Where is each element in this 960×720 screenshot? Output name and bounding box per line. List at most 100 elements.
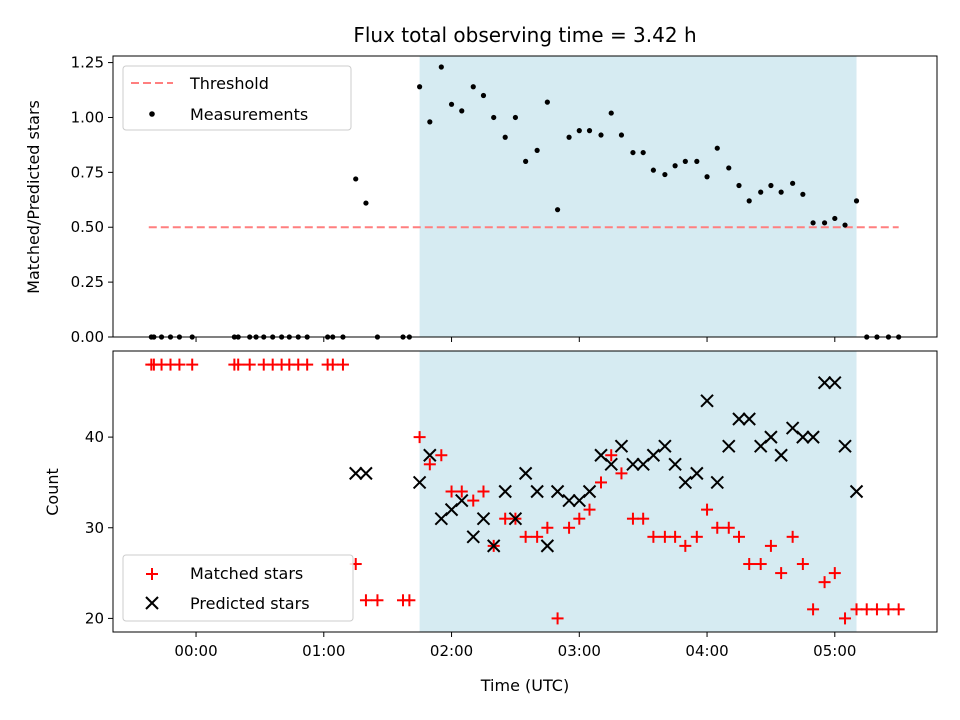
matched-star-point [413, 431, 426, 444]
x-axis-label: Time (UTC) [480, 676, 569, 695]
matched-star-point [882, 603, 895, 616]
bottom-points [145, 358, 905, 625]
y-tick-label: 40 [85, 428, 104, 446]
matched-star-point [807, 603, 820, 616]
predicted-star-point [530, 484, 544, 499]
matched-star-point [701, 503, 714, 516]
measurement-point [821, 220, 828, 226]
measurement-point [736, 182, 742, 189]
y-tick-label: 20 [85, 609, 104, 627]
matched-star-point [658, 530, 671, 543]
measurement-point [768, 182, 774, 189]
legend-matched-swatch [146, 568, 158, 580]
matched-star-point [743, 558, 756, 571]
legend-threshold-label: Threshold [189, 74, 269, 93]
measurement-point [363, 200, 369, 206]
predicted-star-point [540, 539, 555, 553]
measurement-point [704, 174, 710, 180]
predicted-star-point [690, 466, 704, 481]
matched-star-point [722, 521, 735, 534]
predicted-star-point [700, 394, 714, 408]
y-tick-label: 30 [85, 519, 104, 537]
legend-measurements-label: Measurements [190, 105, 308, 124]
bottom-legend: Matched stars Predicted stars [122, 554, 354, 622]
predicted-star-point [455, 493, 469, 508]
matched-star-point [626, 512, 639, 525]
top-y-axis-label: Matched/Predicted stars [24, 100, 43, 294]
measurement-point [662, 171, 668, 178]
predicted-star-point [668, 457, 682, 472]
measurement-point [353, 176, 359, 182]
measurement-point [714, 145, 720, 151]
matched-star-point [186, 358, 199, 371]
matched-star-point [828, 567, 841, 580]
matched-star-point [690, 530, 703, 543]
predicted-star-point [466, 530, 480, 544]
x-tick-label: 03:00 [558, 642, 601, 660]
predicted-star-point [359, 466, 373, 481]
matched-star-point [839, 612, 852, 625]
predicted-star-point [849, 484, 864, 499]
measurement-point [726, 165, 732, 171]
matched-star-point [563, 521, 576, 534]
top-y-ticks: 0.00 0.25 0.50 0.75 1.00 1.25 [71, 54, 113, 346]
y-tick-label: 1.00 [71, 108, 104, 126]
predicted-star-point [498, 484, 512, 499]
top-x-ticks [195, 337, 836, 342]
measurement-point [682, 158, 688, 164]
bottom-shaded-span [419, 351, 857, 632]
matched-star-point [477, 485, 490, 498]
measurement-point [853, 198, 860, 204]
measurement-point [694, 158, 700, 164]
matched-star-point [403, 594, 416, 607]
measurement-point [810, 220, 816, 226]
measurement-point [758, 189, 764, 195]
matched-star-point [541, 521, 554, 534]
matched-star-point [455, 485, 468, 498]
predicted-star-point [817, 376, 832, 390]
predicted-star-point [476, 511, 491, 526]
predicted-star-point [678, 475, 693, 490]
matched-star-point [595, 476, 608, 489]
matched-star-point [531, 530, 544, 543]
predicted-star-point [774, 448, 788, 462]
measurement-point [832, 215, 838, 222]
matched-star-point [669, 530, 682, 543]
matched-star-point [870, 603, 883, 616]
matched-star-point [551, 612, 564, 625]
matched-star-point [499, 512, 512, 525]
bottom-x-ticks: 00:00 01:00 02:00 03:00 04:00 05:00 [174, 632, 856, 660]
matched-star-point [860, 603, 873, 616]
y-tick-label: 0.75 [71, 163, 104, 181]
matched-star-point [637, 512, 650, 525]
matched-star-point [583, 503, 596, 516]
matched-star-point [573, 512, 586, 525]
matched-star-point [423, 458, 436, 471]
x-tick-label: 00:00 [174, 642, 217, 660]
y-tick-label: 1.25 [71, 54, 104, 72]
measurement-point [746, 198, 752, 204]
measurement-point [448, 101, 455, 107]
measurement-point [566, 134, 572, 140]
top-panel: 0.00 0.25 0.50 0.75 1.00 1.25 Matched/Predict… [24, 54, 938, 346]
bottom-y-ticks: 20 30 40 [85, 428, 113, 627]
legend-predicted-swatch [145, 596, 159, 610]
predicted-star-point [508, 511, 523, 526]
measurement-point [586, 128, 593, 134]
matched-star-point [519, 530, 532, 543]
measurement-point [427, 119, 433, 125]
predicted-star-point [722, 439, 736, 453]
measurement-point [800, 191, 806, 197]
measurement-point [459, 108, 465, 114]
measurement-point [438, 64, 444, 70]
predicted-star-point [518, 466, 533, 481]
predicted-star-point [764, 430, 778, 444]
bottom-axes-frame [112, 350, 938, 633]
x-tick-label: 01:00 [302, 642, 345, 660]
matched-star-point [359, 594, 372, 607]
matched-star-point [647, 530, 660, 543]
matched-star-point [371, 594, 384, 607]
matched-star-point [850, 603, 863, 616]
matched-star-point [445, 485, 458, 498]
